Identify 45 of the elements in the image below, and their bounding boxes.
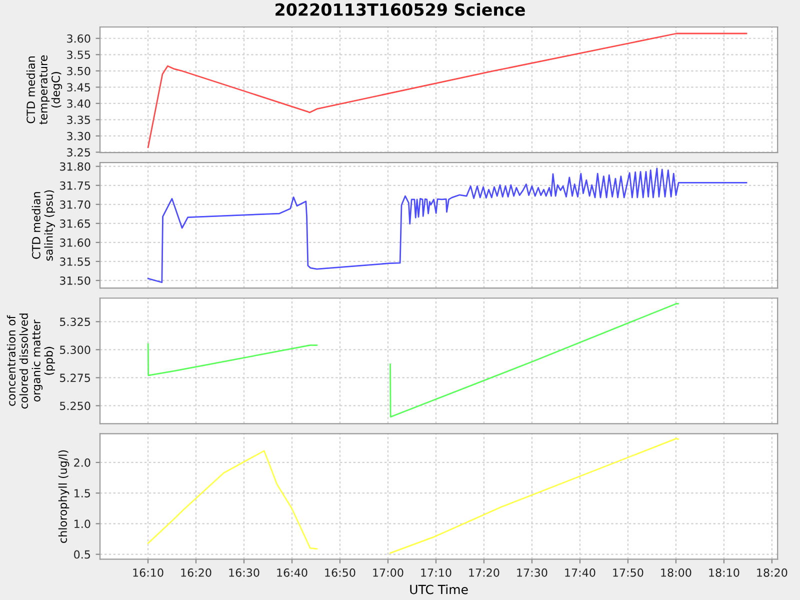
x-tick-label: 16:40 — [277, 568, 308, 577]
y-tick-label: 31.55 — [60, 257, 90, 266]
y-tick-label: 31.60 — [60, 238, 90, 247]
x-tick-label: 17:40 — [565, 568, 596, 577]
x-tick-label: 18:00 — [661, 568, 692, 577]
x-axis-title: UTC Time — [410, 584, 468, 594]
x-tick-label: 18:20 — [757, 568, 788, 577]
y-tick-label: 2.0 — [74, 458, 90, 467]
y-tick-label: 3.30 — [67, 132, 90, 140]
y-tick-label: 31.80 — [60, 162, 90, 171]
x-tick-label: 17:30 — [517, 568, 548, 577]
x-tick-label: 17:10 — [421, 568, 452, 577]
y-tick-label: 3.45 — [67, 83, 90, 92]
x-tick-label: 17:50 — [613, 568, 644, 577]
y-tick-label: 5.300 — [60, 346, 90, 354]
x-tick-label: 16:20 — [181, 568, 212, 577]
line-series — [147, 32, 748, 148]
y-axis-title: concentration of colored dissolved organic matter (ppb) — [6, 314, 55, 409]
y-tick-label: 1.0 — [74, 520, 90, 528]
y-axis-title: CTD median salinity (psu) — [32, 190, 55, 261]
y-tick-label: 5.250 — [60, 402, 90, 410]
x-tick-label: 16:30 — [229, 568, 260, 577]
y-tick-label: 3.55 — [67, 50, 90, 60]
y-tick-label: 31.65 — [60, 219, 90, 228]
y-tick-label: 3.40 — [67, 99, 90, 108]
x-tick-label: 16:10 — [133, 568, 164, 577]
y-tick-label: 3.50 — [67, 66, 90, 76]
y-tick-label: 0.5 — [74, 550, 90, 559]
y-tick-label: 5.325 — [60, 318, 90, 326]
x-tick-label: 16:50 — [325, 568, 356, 577]
line-series — [147, 168, 748, 284]
y-tick-label: 3.35 — [67, 116, 90, 124]
y-tick-label: 1.5 — [74, 489, 90, 498]
y-tick-label: 5.275 — [60, 374, 90, 382]
y-tick-label: 3.25 — [67, 148, 90, 157]
chart-title: 20220113T160529 Science — [276, 3, 525, 16]
y-tick-label: 31.50 — [60, 276, 90, 285]
y-tick-label: 31.75 — [60, 181, 90, 190]
x-tick-label: 17:00 — [373, 568, 404, 577]
y-tick-label: 31.70 — [60, 200, 90, 209]
x-tick-label: 17:20 — [469, 568, 500, 577]
y-axis-title: chlorophyll (ug/l) — [58, 450, 70, 543]
y-axis-title: CTD median temperature (degC) — [26, 55, 62, 124]
y-tick-label: 3.60 — [67, 34, 90, 43]
x-tick-label: 18:10 — [709, 568, 740, 577]
